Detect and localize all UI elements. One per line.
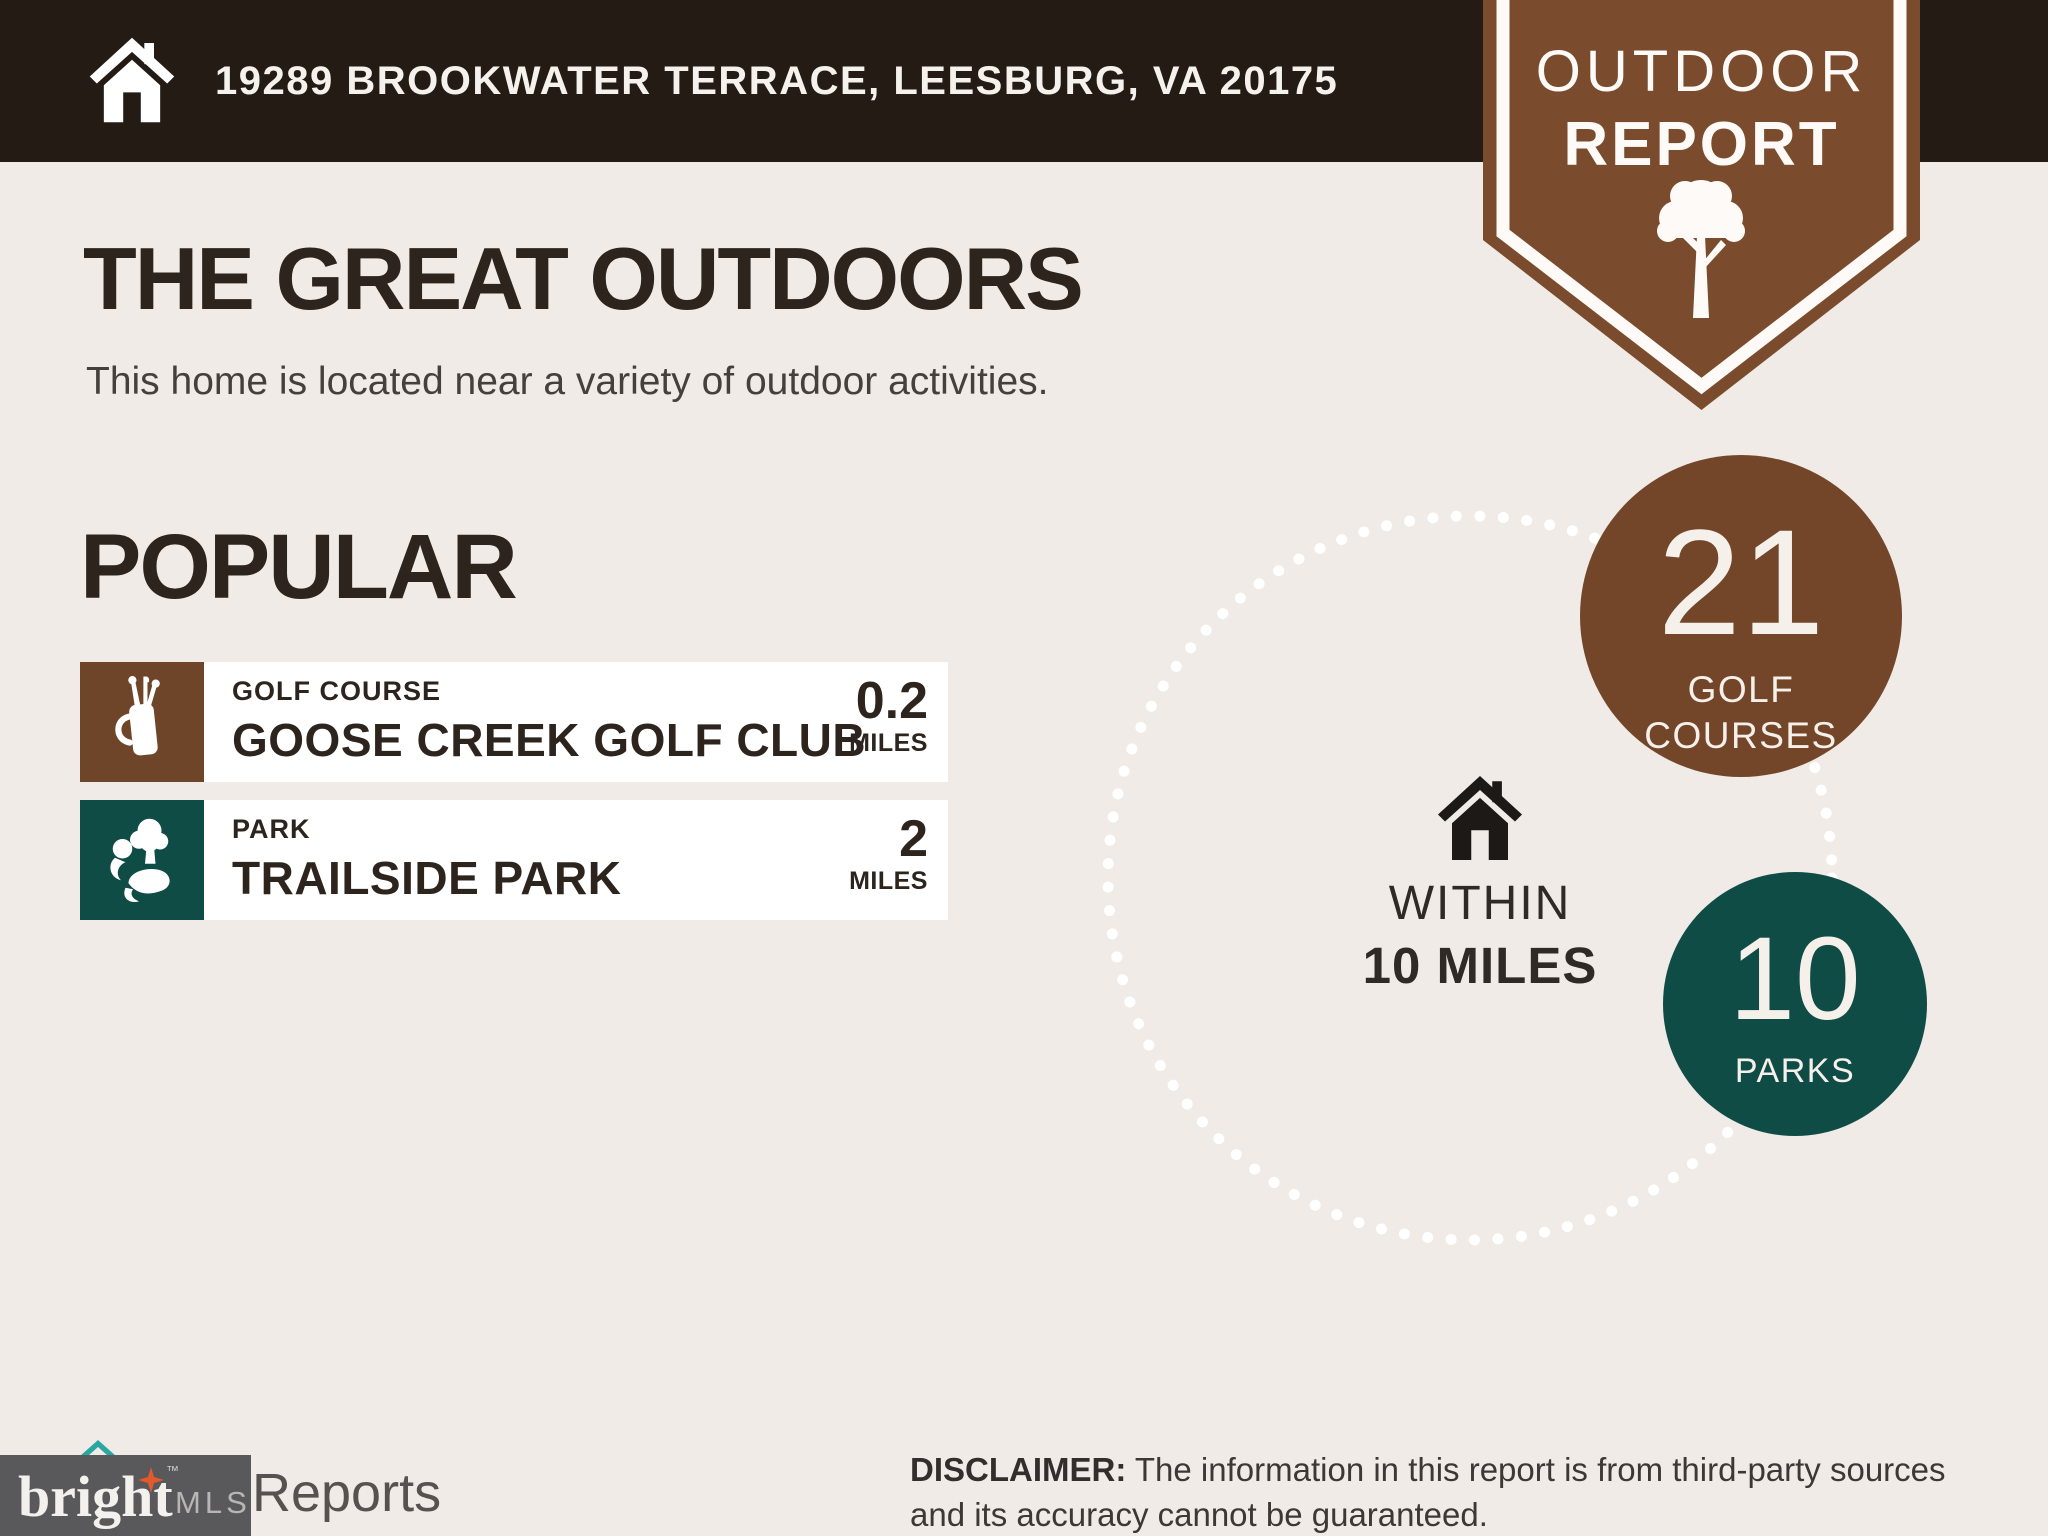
golf-tile bbox=[80, 662, 204, 782]
tree-icon bbox=[1657, 180, 1745, 318]
place-name: TRAILSIDE PARK bbox=[232, 852, 622, 904]
ribbon-title: OUTDOOR REPORT bbox=[1483, 0, 1920, 180]
disclaimer-label: DISCLAIMER: bbox=[910, 1451, 1127, 1488]
park-card-body: PARK TRAILSIDE PARK bbox=[232, 814, 622, 905]
category-label: PARK bbox=[232, 814, 311, 844]
distance-unit: MILES bbox=[849, 728, 928, 757]
stat-parks: 10 PARKS bbox=[1663, 872, 1927, 1136]
trademark-symbol: ™ bbox=[166, 1463, 179, 1478]
stat-value: 21 bbox=[1657, 498, 1825, 666]
reports-logo-partial: Reports bbox=[252, 1463, 442, 1523]
park-tile bbox=[80, 800, 204, 920]
disclaimer: DISCLAIMER: The information in this repo… bbox=[910, 1448, 1995, 1536]
brand-suffix: MLS bbox=[175, 1485, 251, 1520]
stat-label-line: COURSES bbox=[1644, 715, 1838, 757]
distance-value: 0.2 bbox=[855, 672, 928, 730]
distance-unit: MILES bbox=[849, 866, 928, 895]
hidden-logo-roof-icon bbox=[80, 1440, 116, 1456]
stat-label: GOLF COURSES bbox=[1580, 667, 1902, 760]
list-item-park: PARK TRAILSIDE PARK 2 MILES bbox=[80, 800, 948, 920]
list-item-golf-course: GOLF COURSE GOOSE CREEK GOLF CLUB 0.2 MI… bbox=[80, 662, 948, 782]
home-icon bbox=[89, 37, 175, 123]
golf-card-body: GOLF COURSE GOOSE CREEK GOLF CLUB bbox=[232, 676, 866, 767]
distance-value: 2 bbox=[899, 810, 928, 868]
brand-name: bright bbox=[18, 1464, 173, 1529]
stat-label-line: GOLF bbox=[1687, 669, 1795, 710]
category-label: GOLF COURSE bbox=[232, 676, 442, 706]
distance-block: 2 MILES bbox=[849, 812, 928, 896]
ribbon-line1: OUTDOOR bbox=[1535, 39, 1868, 104]
radius-label-line1: WITHIN bbox=[1388, 877, 1572, 930]
property-address: 19289 BROOKWATER TERRACE, LEESBURG, VA 2… bbox=[215, 58, 1339, 103]
place-name: GOOSE CREEK GOLF CLUB bbox=[232, 714, 867, 766]
radius-label-line2: 10 MILES bbox=[1362, 937, 1598, 994]
golf-bag-icon bbox=[115, 676, 160, 756]
disclaimer-text: The information in this report is from t… bbox=[910, 1451, 1946, 1533]
page-title: THE GREAT OUTDOORS bbox=[83, 229, 1084, 328]
popular-heading: POPULAR bbox=[80, 516, 518, 618]
stat-value: 10 bbox=[1729, 913, 1861, 1045]
bright-mls-logo: bright ™ MLS bbox=[0, 1455, 251, 1536]
stat-golf-courses: 21 GOLF COURSES bbox=[1580, 455, 1902, 777]
home-icon bbox=[1438, 776, 1522, 860]
radius-label: WITHIN 10 MILES bbox=[1280, 876, 1680, 995]
distance-block: 0.2 MILES bbox=[849, 674, 928, 758]
ribbon-line2: REPORT bbox=[1563, 110, 1840, 179]
stat-label-line: PARKS bbox=[1734, 1052, 1856, 1090]
stat-label: PARKS bbox=[1663, 1050, 1927, 1093]
park-tree-icon bbox=[110, 818, 170, 903]
sparkle-star-icon bbox=[138, 1467, 164, 1493]
page-subtitle: This home is located near a variety of o… bbox=[86, 360, 1049, 403]
